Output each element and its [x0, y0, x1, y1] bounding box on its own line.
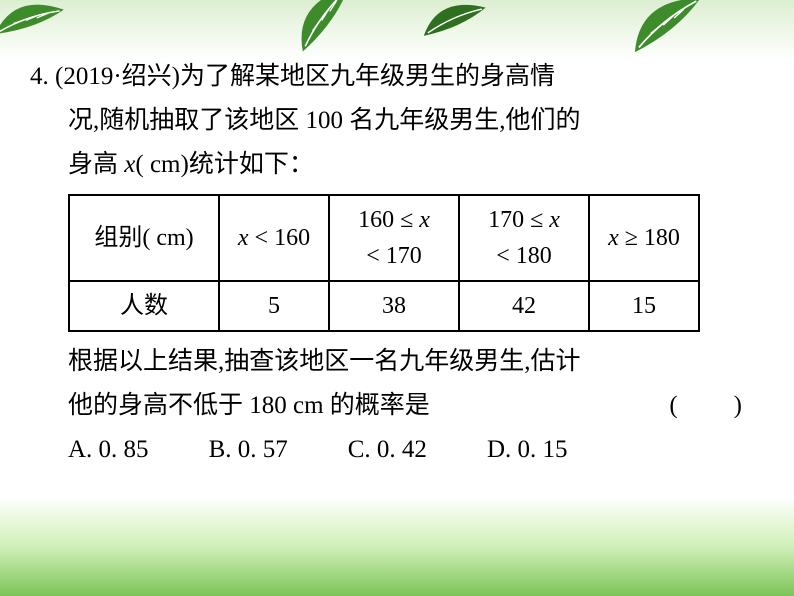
question-line-2: 况,随机抽取了该地区 100 名九年级男生,他们的: [30, 99, 764, 143]
question-line-3: 身高 x( cm)统计如下：: [30, 143, 764, 187]
followup-line-2: 他的身高不低于 180 cm 的概率是 ( ): [30, 384, 764, 428]
answer-blank-paren: ( ): [669, 384, 764, 428]
table-count-4: 15: [589, 281, 699, 331]
question-line3-pre: 身高: [68, 151, 124, 178]
table-header-range-2: 160 ≤ x< 170: [329, 195, 459, 281]
variable-x: x: [124, 151, 135, 178]
option-d[interactable]: D. 0. 15: [487, 428, 568, 472]
table-header-group: 组别( cm): [69, 195, 219, 281]
table-count-3: 42: [459, 281, 589, 331]
table-count-2: 38: [329, 281, 459, 331]
followup-text: 他的身高不低于 180 cm 的概率是: [68, 384, 669, 428]
question-stem: 4. (2019·绍兴)为了解某地区九年级男生的身高情 况,随机抽取了该地区 1…: [30, 55, 764, 186]
question-followup: 根据以上结果,抽查该地区一名九年级男生,估计 他的身高不低于 180 cm 的概…: [30, 340, 764, 428]
table-header-range-4: x ≥ 180: [589, 195, 699, 281]
question-number: 4.: [30, 63, 49, 90]
table-count-1: 5: [219, 281, 329, 331]
question-line3-post: ( cm)统计如下：: [135, 151, 313, 178]
table-count-label: 人数: [69, 281, 219, 331]
question-content: 4. (2019·绍兴)为了解某地区九年级男生的身高情 况,随机抽取了该地区 1…: [30, 55, 764, 472]
background-bottom-gradient: [0, 496, 794, 596]
table-header-row: 组别( cm) x < 160 160 ≤ x< 170 170 ≤ x< 18…: [69, 195, 699, 281]
table-header-range-1: x < 160: [219, 195, 329, 281]
option-b[interactable]: B. 0. 57: [209, 428, 288, 472]
followup-line-1: 根据以上结果,抽查该地区一名九年级男生,估计: [30, 340, 764, 384]
option-c[interactable]: C. 0. 42: [348, 428, 427, 472]
table-count-row: 人数 5 38 42 15: [69, 281, 699, 331]
height-distribution-table: 组别( cm) x < 160 160 ≤ x< 170 170 ≤ x< 18…: [68, 194, 700, 332]
option-a[interactable]: A. 0. 85: [68, 428, 149, 472]
question-line-1: 为了解某地区九年级男生的身高情: [180, 63, 555, 90]
question-source: (2019·绍兴): [55, 63, 180, 90]
answer-options: A. 0. 85 B. 0. 57 C. 0. 42 D. 0. 15: [30, 428, 764, 472]
table-header-range-3: 170 ≤ x< 180: [459, 195, 589, 281]
leaf-decoration-icon: [617, 0, 718, 62]
